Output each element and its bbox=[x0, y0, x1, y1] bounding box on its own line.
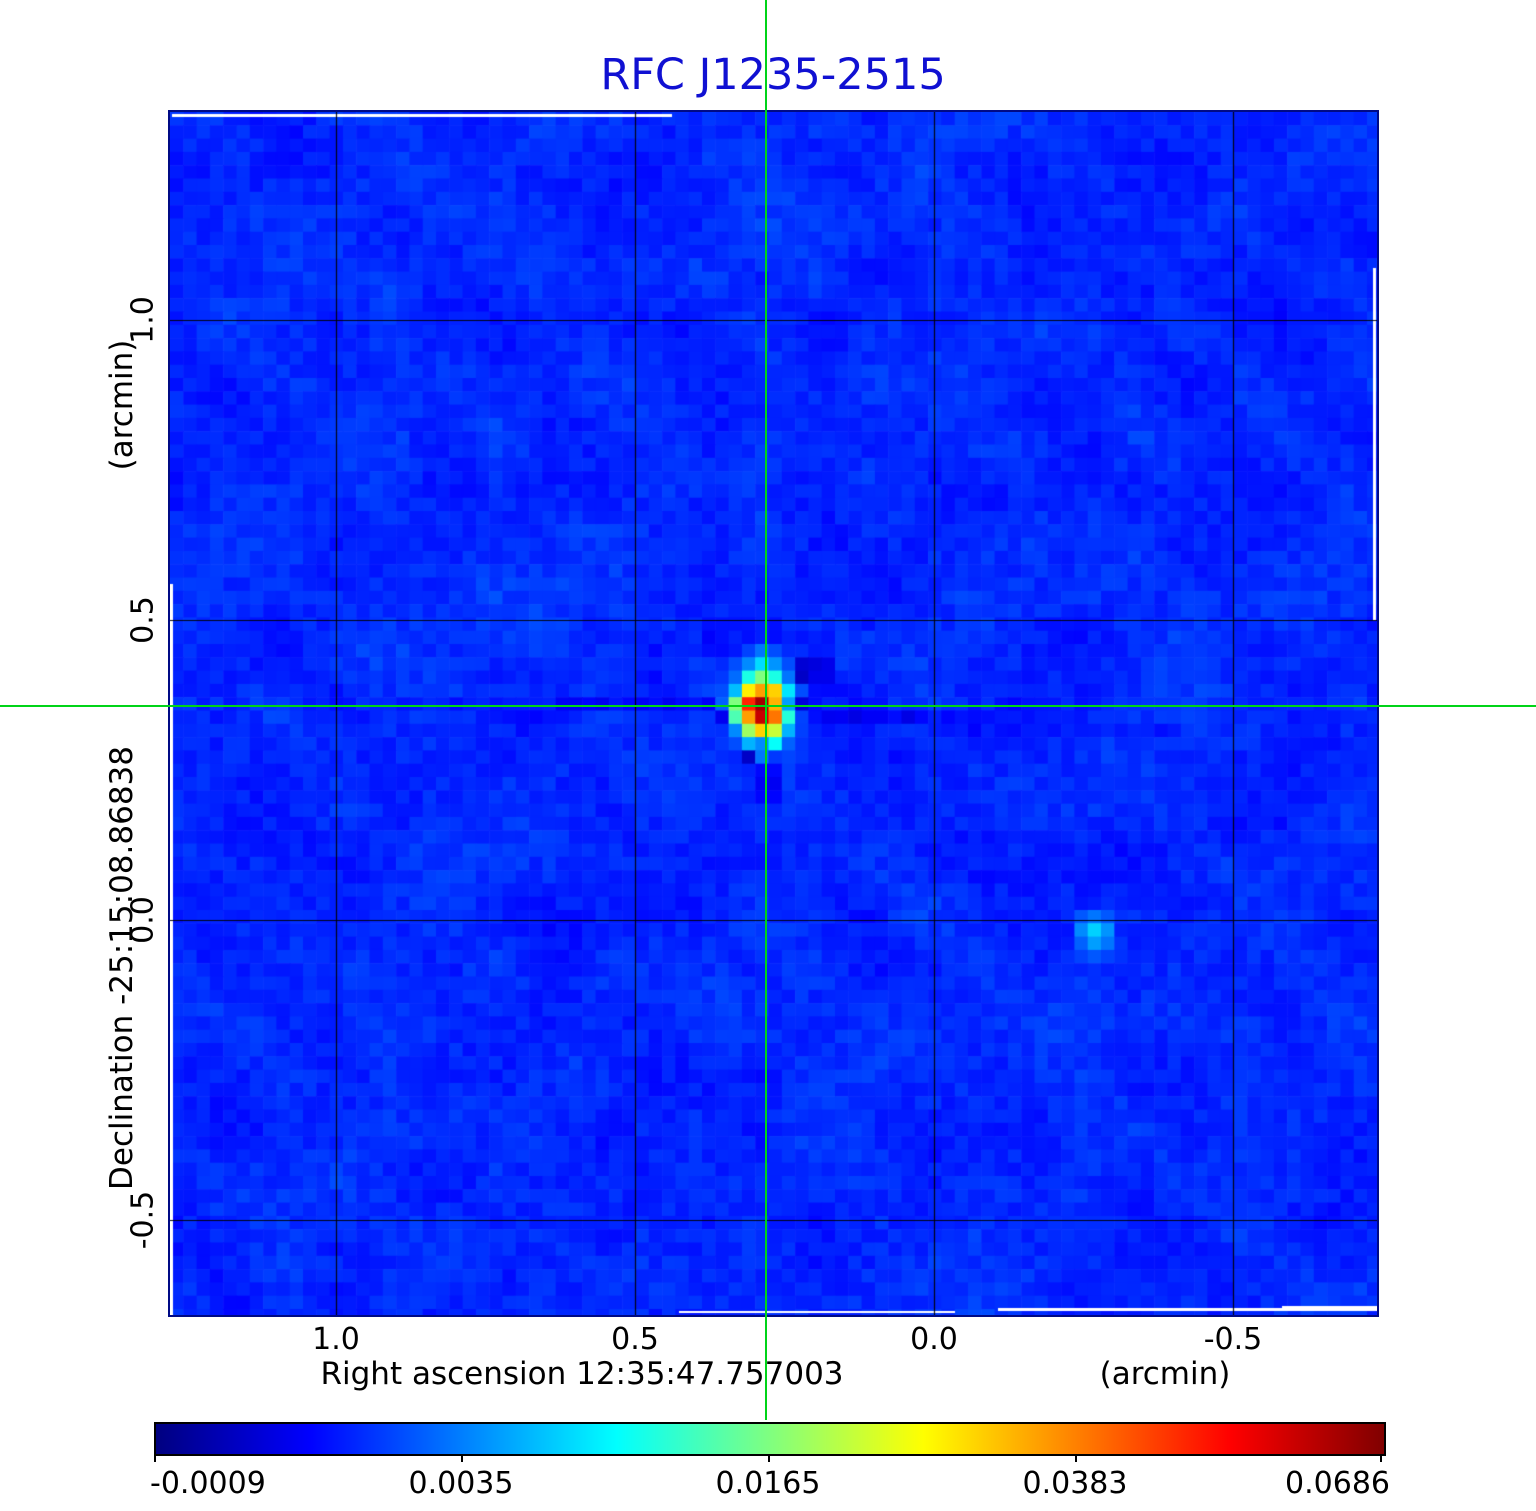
colorbar-label: 0.0165 bbox=[715, 1466, 821, 1501]
y-axis-unit: (arcmin) bbox=[104, 339, 140, 471]
x-tick-label: 0.0 bbox=[910, 1322, 958, 1357]
x-tick-label: -0.5 bbox=[1203, 1322, 1263, 1357]
crosshair-horizontal-line bbox=[0, 705, 1536, 707]
plot-title: RFC J1235-2515 bbox=[600, 50, 946, 100]
colorbar bbox=[154, 1422, 1386, 1456]
colorbar-tick bbox=[154, 1454, 156, 1462]
y-tick-label: 1.0 bbox=[125, 296, 161, 344]
x-axis-label: Right ascension 12:35:47.757003 bbox=[320, 1356, 844, 1392]
x-tick-label: 1.0 bbox=[312, 1322, 360, 1357]
x-axis-unit: (arcmin) bbox=[1099, 1356, 1231, 1392]
y-axis-label: Declination -25:15:08.86838 bbox=[104, 746, 140, 1190]
colorbar-tick bbox=[1380, 1454, 1382, 1462]
y-tick-label: -0.5 bbox=[125, 1190, 161, 1250]
x-tick-label: 0.5 bbox=[611, 1322, 659, 1357]
colorbar-label: 0.0686 bbox=[1285, 1466, 1390, 1501]
colorbar-label: 0.0035 bbox=[408, 1466, 514, 1501]
plot-frame bbox=[168, 110, 1379, 1317]
y-tick-label: 0.5 bbox=[125, 596, 161, 644]
sky-map-canvas bbox=[170, 112, 1377, 1315]
crosshair-vertical-line bbox=[765, 0, 767, 1420]
colorbar-label: -0.0009 bbox=[150, 1466, 266, 1501]
colorbar-tick bbox=[461, 1454, 463, 1462]
colorbar-tick bbox=[1075, 1454, 1077, 1462]
colorbar-label: 0.0383 bbox=[1022, 1466, 1128, 1501]
colorbar-tick bbox=[768, 1454, 770, 1462]
